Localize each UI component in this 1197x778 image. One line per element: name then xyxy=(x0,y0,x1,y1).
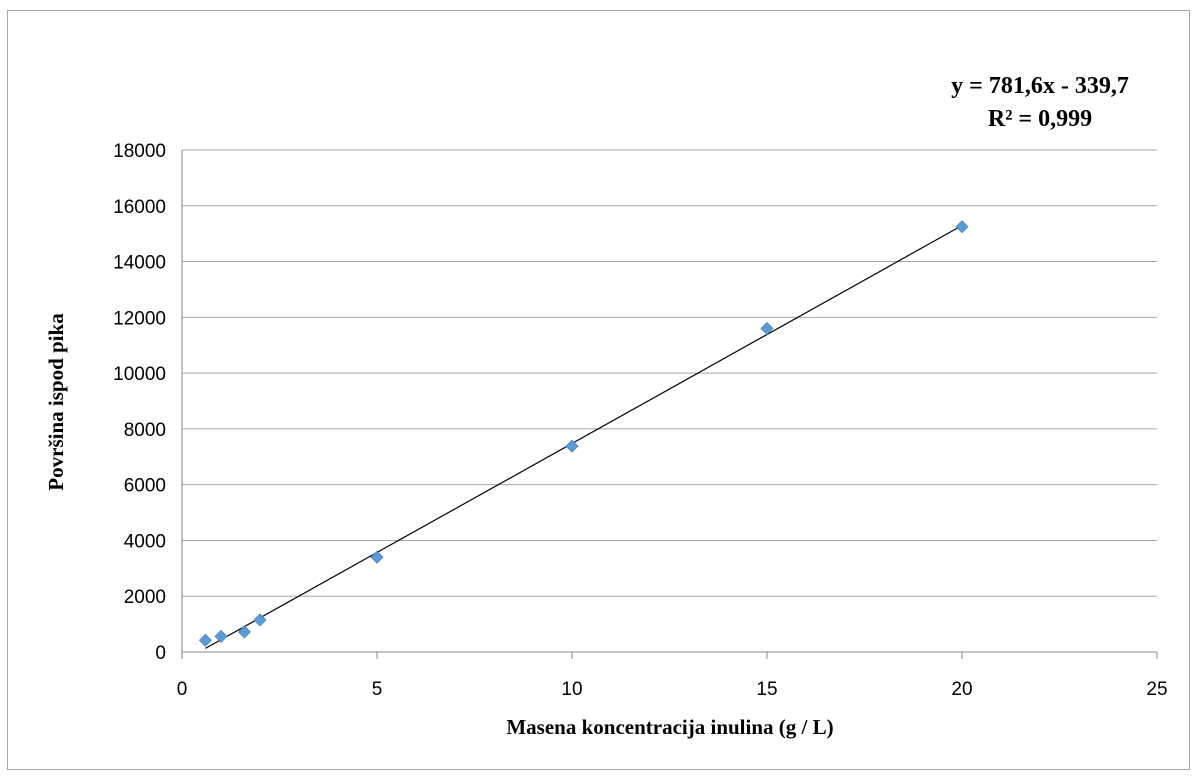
data-point xyxy=(565,439,579,453)
x-tick-label: 20 xyxy=(951,679,972,700)
data-point xyxy=(370,550,384,564)
y-tick-label: 2000 xyxy=(124,587,166,608)
data-point xyxy=(253,613,267,627)
x-tick-label: 5 xyxy=(372,679,383,700)
trendline-equation: y = 781,6x - 339,7 xyxy=(951,73,1129,99)
gridlines xyxy=(182,149,1157,597)
data-point xyxy=(955,220,969,234)
y-tick-label: 14000 xyxy=(113,253,166,274)
y-tick-label: 16000 xyxy=(113,197,166,218)
x-tick-label: 25 xyxy=(1146,679,1167,700)
data-points xyxy=(198,220,969,647)
x-tick-label: 0 xyxy=(177,679,188,700)
y-tick-label: 18000 xyxy=(113,141,166,162)
data-point xyxy=(237,625,251,639)
y-tick-label: 0 xyxy=(155,643,166,664)
y-tick-label: 10000 xyxy=(113,364,166,385)
x-tick-label: 10 xyxy=(561,679,582,700)
axes xyxy=(181,150,1158,659)
y-tick-label: 8000 xyxy=(124,420,166,441)
x-tick-label: 15 xyxy=(756,679,777,700)
y-tick-label: 4000 xyxy=(124,531,166,552)
linear-trendline xyxy=(205,224,963,649)
x-axis-title: Masena koncentracija inulina (g / L) xyxy=(506,715,833,739)
tick-labels: 0 2000 4000 6000 8000 10000 12000 14000 16000 180… xyxy=(113,141,1167,700)
data-point xyxy=(198,633,212,647)
y-tick-label: 6000 xyxy=(124,476,166,497)
r-squared-label: R² = 0,999 xyxy=(988,106,1092,132)
trendline-layer xyxy=(205,224,963,649)
data-point xyxy=(760,321,774,336)
data-point xyxy=(214,629,228,643)
y-axis-title: Površina ispod pika xyxy=(44,313,68,491)
y-tick-label: 12000 xyxy=(113,308,166,329)
